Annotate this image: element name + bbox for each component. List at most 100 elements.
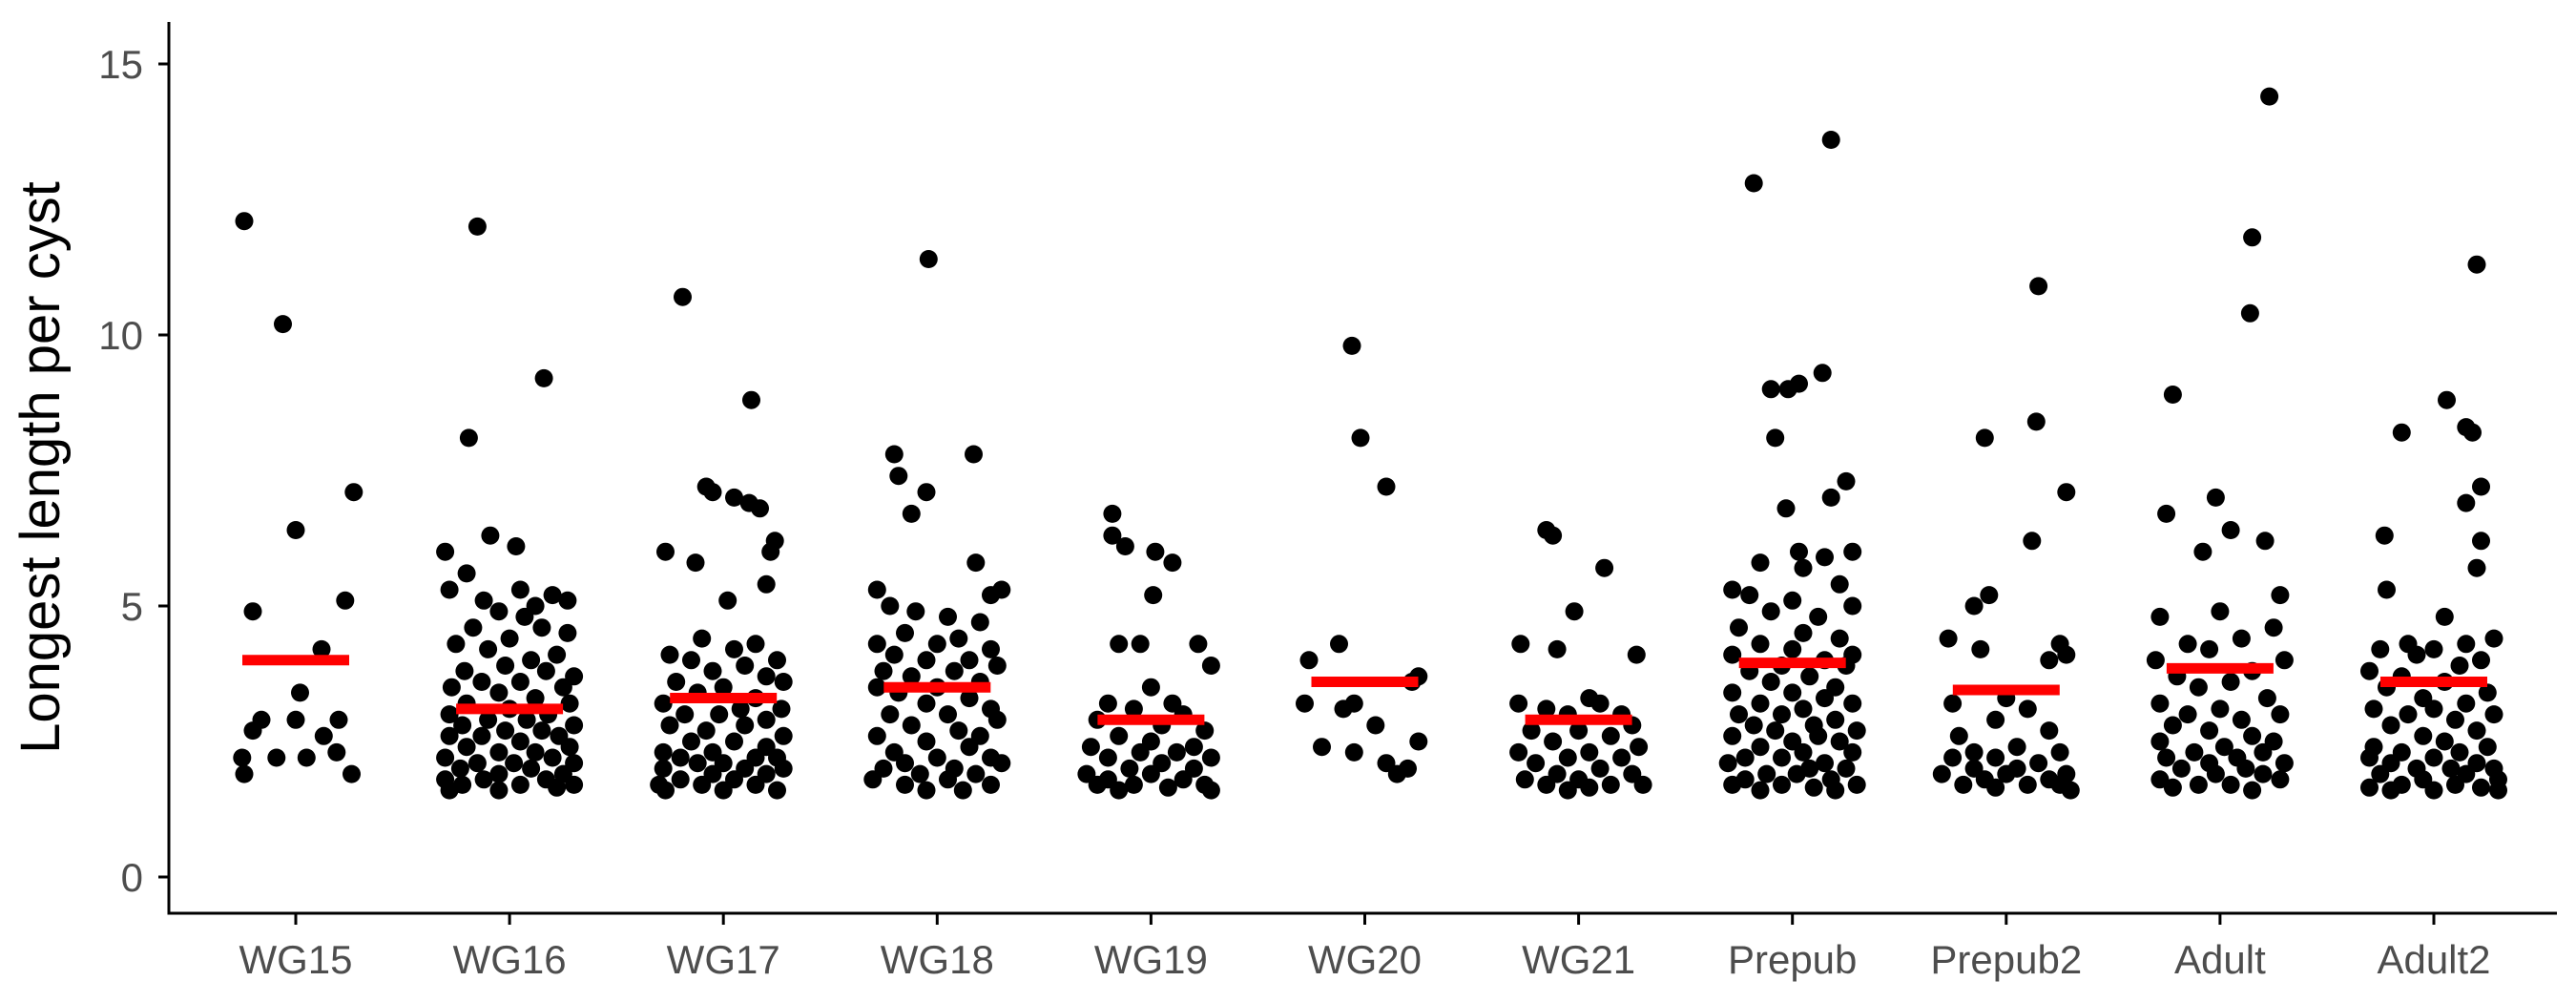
data-point [2240,303,2259,323]
data-point [474,591,493,610]
data-point [970,613,989,632]
data-point [489,683,509,702]
data-point [2457,493,2476,512]
data-point [1565,602,1584,621]
data-point [654,759,673,778]
data-point [2371,764,2390,783]
data-point [1544,732,1563,751]
data-point [2061,781,2080,800]
data-point [274,315,292,334]
y-tick-label: 15 [98,42,143,87]
data-point [496,657,515,675]
data-point [1761,602,1780,621]
data-point [863,770,883,789]
data-point [1103,526,1122,545]
data-point [2467,255,2486,274]
x-tick-label: WG17 [667,937,780,982]
data-point [2243,228,2262,247]
y-tick-label: 10 [98,313,143,358]
data-point [1633,775,1652,794]
data-point [884,445,904,464]
data-point [982,639,1000,658]
data-point [312,639,331,658]
data-point [457,738,476,757]
data-point [235,212,254,231]
data-point [2275,651,2294,670]
data-point [1313,738,1331,757]
data-point [906,602,925,621]
data-point [2271,770,2290,789]
data-point [660,716,679,735]
data-point [548,778,567,797]
data-point [455,661,474,680]
data-point [731,699,750,719]
data-point [1939,629,1958,648]
data-point [1558,781,1577,800]
data-point [479,639,498,658]
data-point [2023,532,2042,551]
data-point [1809,607,1828,626]
data-point [1544,526,1563,545]
data-point [543,748,562,767]
data-point [982,586,1000,605]
data-point [489,742,509,762]
data-point [329,710,348,729]
x-tick-label: WG21 [1522,937,1635,982]
data-point [1330,635,1348,654]
data-point [1124,699,1143,719]
data-point [2360,778,2379,797]
data-point [291,683,309,702]
data-point [2371,639,2390,658]
data-point [2214,738,2233,757]
data-point [2446,775,2464,794]
data-point [1509,694,1528,713]
data-point [2200,721,2219,741]
data-point [1144,586,1163,605]
data-point [2472,651,2490,670]
data-point [1509,742,1528,762]
data-point [1723,775,1742,794]
data-point [919,250,938,268]
data-point [714,678,733,697]
data-point [774,726,793,745]
data-point [1189,635,1208,654]
data-point [736,657,755,675]
data-point [2472,477,2490,496]
data-point [505,754,524,773]
data-point [2040,721,2059,741]
data-point [2275,754,2294,773]
data-point [1778,380,1797,399]
data-point [1751,635,1770,654]
data-point [2221,673,2240,691]
data-point [953,781,972,800]
data-point [1975,428,1994,448]
data-point [1141,678,1160,697]
data-point [1843,542,1862,561]
data-point [467,754,487,773]
data-point [1821,488,1840,507]
data-point [2450,657,2469,675]
data-point [867,580,886,599]
data-point [2271,586,2290,605]
data-point [696,721,716,741]
data-point [1837,759,1856,778]
data-point [725,732,743,751]
data-point [671,770,690,789]
data-point [440,705,459,724]
data-point [1201,657,1220,675]
data-point [927,635,946,654]
data-point [536,661,555,680]
x-tick-label: Prepub [1728,937,1857,982]
data-point [1773,775,1791,794]
data-point [464,618,483,637]
data-point [1730,618,1748,637]
data-point [987,710,1007,729]
data-point [654,694,673,713]
data-point [2392,423,2411,442]
data-point [489,602,509,621]
data-point [1131,635,1150,654]
data-point [2236,759,2255,778]
data-point [2414,726,2433,745]
data-point [675,705,695,724]
data-point [917,781,936,800]
